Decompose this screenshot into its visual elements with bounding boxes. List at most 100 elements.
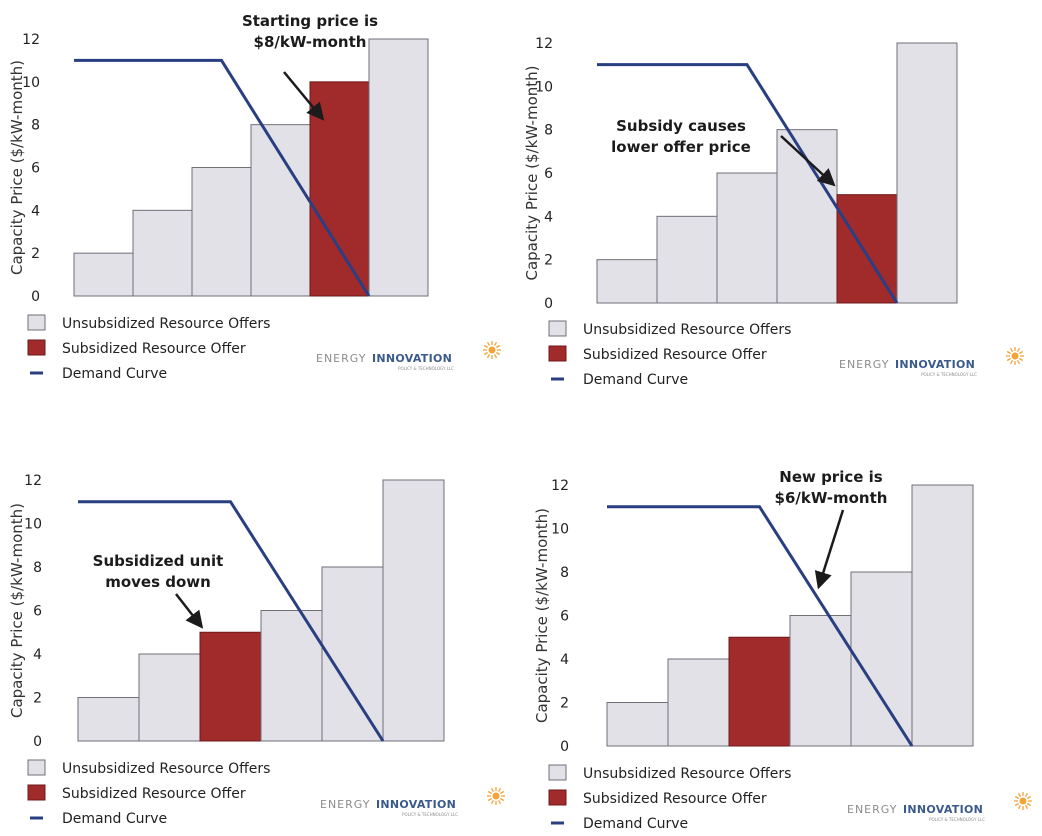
y-tick-label: 0	[33, 734, 42, 750]
unsubsidized-offer-bar	[911, 484, 974, 747]
legend-demand-label: Demand Curve	[62, 811, 167, 827]
legend-unsubsidized-swatch	[548, 764, 567, 781]
sun-icon-ray	[1014, 802, 1019, 807]
annotation-text: New price is	[779, 468, 883, 486]
unsubsidized-offer-bar	[191, 167, 252, 297]
y-tick-label: 0	[560, 739, 569, 755]
sun-icon-ray	[483, 351, 488, 356]
y-tick-label: 4	[560, 652, 569, 668]
unsubsidized-offer-bar	[132, 209, 193, 297]
brand-tagline: POLICY & TECHNOLOGY LLC	[929, 817, 985, 822]
chart-panel: 0 2 4 6 8 10 12 Capacity Price ($/kW-month) Star…	[0, 0, 521, 418]
annotation-arrow	[175, 593, 204, 629]
y-tick-label: 12	[535, 36, 553, 52]
brand-logo-text: INNOVATION	[895, 358, 975, 371]
y-tick-label: 10	[22, 75, 40, 91]
sun-icon	[1006, 347, 1024, 365]
unsubsidized-offer-bar	[321, 566, 384, 742]
y-tick-label: 2	[560, 696, 569, 712]
y-tick-label: 0	[544, 296, 553, 312]
sun-icon-ray	[486, 354, 491, 359]
legend-demand-label: Demand Curve	[62, 366, 167, 382]
legend-demand-label: Demand Curve	[583, 816, 688, 832]
annotation-arrow	[780, 135, 836, 187]
unsubsidized-offer-bar	[368, 38, 429, 297]
brand-logo-text: INNOVATION	[376, 798, 456, 811]
unsubsidized-offer-bar	[606, 702, 669, 747]
y-tick-label: 10	[535, 79, 553, 95]
sun-icon-ray	[1024, 805, 1029, 810]
sun-icon-ray	[486, 341, 491, 346]
y-tick-label: 6	[33, 604, 42, 620]
chart-panel: 0 2 4 6 8 10 12 Capacity Price ($/kW-month) Subs…	[0, 418, 521, 836]
unsubsidized-offer-bar	[382, 479, 445, 742]
sun-icon-core	[492, 792, 500, 800]
y-tick-label: 10	[24, 517, 42, 533]
y-tick-label: 4	[31, 203, 40, 219]
sun-icon-ray	[1016, 347, 1021, 352]
legend-unsubsidized-label: Unsubsidized Resource Offers	[583, 766, 791, 782]
y-tick-label: 2	[33, 691, 42, 707]
sun-icon-ray	[487, 790, 492, 795]
legend-subsidized-label: Subsidized Resource Offer	[62, 786, 246, 802]
sun-icon-ray	[1027, 802, 1032, 807]
y-tick-label: 12	[551, 478, 569, 494]
sun-icon-ray	[493, 354, 498, 359]
y-tick-label: 8	[544, 123, 553, 139]
unsubsidized-offer-bar	[77, 697, 140, 742]
unsubsidized-offer-bar	[596, 259, 658, 304]
unsubsidized-offer-bar	[716, 172, 778, 304]
unsubsidized-offer-bar	[138, 653, 201, 742]
legend-subsidized-swatch	[27, 339, 46, 356]
unsubsidized-offer-bar	[789, 615, 852, 747]
chart-svg: 0 2 4 6 8 10 12 Capacity Price ($/kW-month) Subs…	[523, 36, 1024, 388]
unsubsidized-offer-bar	[667, 658, 730, 747]
legend-unsubsidized-swatch	[548, 320, 567, 337]
y-tick-label: 8	[33, 560, 42, 576]
subsidized-offer-bar	[199, 631, 262, 742]
chart-panel: 0 2 4 6 8 10 12 Capacity Price ($/kW-month) New …	[521, 418, 1042, 836]
y-axis-label: Capacity Price ($/kW-month)	[523, 66, 541, 281]
annotation-text: Starting price is	[242, 12, 378, 30]
sun-icon-ray	[1019, 357, 1024, 362]
demand-curve-line	[74, 58, 371, 297]
sun-icon-ray	[483, 344, 488, 349]
brand-logo-text: ENERGY	[839, 358, 889, 371]
sun-icon-ray	[1017, 805, 1022, 810]
y-tick-label: 8	[560, 565, 569, 581]
sun-icon-ray	[1009, 347, 1014, 352]
sun-icon-ray	[1006, 357, 1011, 362]
sun-icon-ray	[1019, 350, 1024, 355]
y-tick-label: 4	[544, 209, 553, 225]
y-tick-label: 2	[544, 253, 553, 269]
y-axis-label: Capacity Price ($/kW-month)	[533, 508, 551, 723]
legend-subsidized-swatch	[548, 345, 567, 362]
legend-subsidized-swatch	[548, 789, 567, 806]
y-tick-label: 2	[31, 246, 40, 262]
legend-unsubsidized-label: Unsubsidized Resource Offers	[62, 761, 270, 777]
chart-panel: 0 2 4 6 8 10 12 Capacity Price ($/kW-month) Subs…	[521, 0, 1042, 418]
legend-subsidized-label: Subsidized Resource Offer	[583, 791, 767, 807]
y-tick-label: 4	[33, 647, 42, 663]
y-axis-label: Capacity Price ($/kW-month)	[8, 60, 26, 275]
sun-icon-ray	[500, 797, 505, 802]
y-tick-label: 6	[560, 609, 569, 625]
brand-logo-text: ENERGY	[316, 352, 366, 365]
brand-logo-text: ENERGY	[320, 798, 370, 811]
brand-logo-text: ENERGY	[847, 803, 897, 816]
unsubsidized-offer-bar	[260, 610, 323, 742]
sun-icon-ray	[497, 787, 502, 792]
sun-icon-ray	[1024, 792, 1029, 797]
sun-icon-ray	[490, 800, 495, 805]
legend-subsidized-label: Subsidized Resource Offer	[62, 341, 246, 357]
annotation-text: $8/kW-month	[254, 33, 367, 51]
sun-icon-ray	[1027, 795, 1032, 800]
sun-icon	[483, 341, 501, 359]
annotation-text: $6/kW-month	[775, 489, 888, 507]
y-tick-label: 12	[24, 473, 42, 489]
y-tick-label: 8	[31, 118, 40, 134]
unsubsidized-offer-bar	[656, 215, 718, 304]
brand-tagline: POLICY & TECHNOLOGY LLC	[398, 366, 454, 371]
sun-icon-ray	[1014, 795, 1019, 800]
